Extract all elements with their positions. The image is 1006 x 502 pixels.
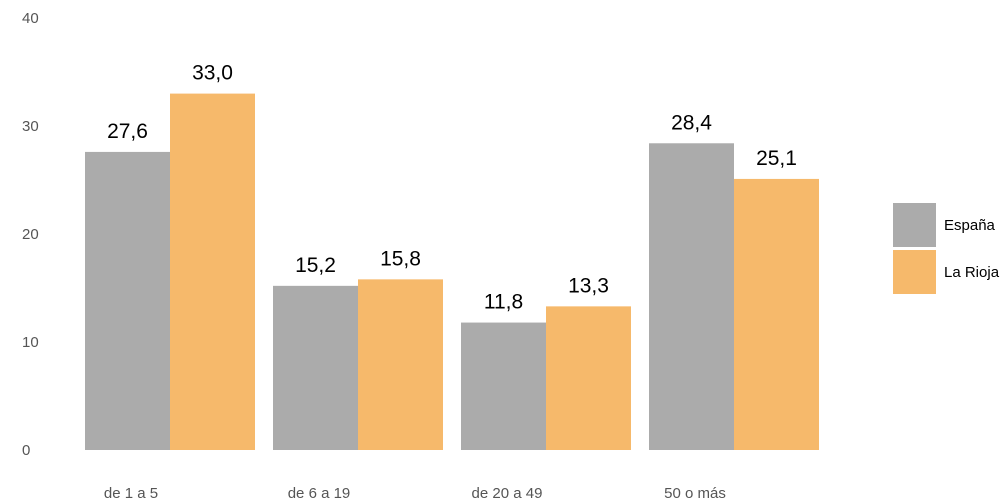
bar-espana-de-6-a-19 xyxy=(273,285,358,450)
data-label-la-rioja-de-20-a-49: 13,3 xyxy=(568,274,609,297)
data-label-espana-de-6-a-19: 15,2 xyxy=(295,254,336,277)
legend-swatch-espana xyxy=(893,203,936,247)
bar-espana-de-1-a-5 xyxy=(85,151,170,451)
y-tick-label: 30 xyxy=(22,118,39,135)
legend-swatch-la-rioja xyxy=(893,250,936,294)
y-tick-label: 10 xyxy=(22,334,39,351)
data-label-espana-de-1-a-5: 27,6 xyxy=(107,120,148,143)
y-axis: 0 10 20 30 40 xyxy=(22,10,39,459)
bar-la-rioja-de-20-a-49 xyxy=(546,306,631,450)
data-label-la-rioja-50-o-mas: 25,1 xyxy=(756,147,797,170)
legend-label-la-rioja: La Rioja xyxy=(944,263,1000,281)
legend-item-la-rioja: La Rioja xyxy=(893,249,999,295)
data-label-espana-50-o-mas: 28,4 xyxy=(671,111,712,134)
data-labels: 27,6 33,0 15,2 15,8 11,8 13,3 28,4 25,1 xyxy=(107,62,797,314)
y-tick-label: 20 xyxy=(22,226,39,243)
data-label-espana-de-20-a-49: 11,8 xyxy=(484,291,523,314)
legend-item-espana: España xyxy=(893,202,999,248)
bar-la-rioja-de-6-a-19 xyxy=(358,279,443,450)
x-tick-label-de-6-a-19: de 6 a 19 xyxy=(288,485,351,502)
legend-label-espana: España xyxy=(944,216,995,234)
data-label-la-rioja-de-6-a-19: 15,8 xyxy=(380,247,421,270)
bar-la-rioja-50-o-mas xyxy=(734,178,819,451)
x-tick-label-50-o-mas: 50 o más xyxy=(664,485,726,502)
bar-espana-50-o-mas xyxy=(649,143,734,450)
x-axis: de 1 a 5 de 6 a 19 de 20 a 49 50 o más xyxy=(104,485,726,502)
bar-espana-de-20-a-49 xyxy=(461,322,546,450)
y-tick-label: 0 xyxy=(22,442,30,459)
bar-la-rioja-de-1-a-5 xyxy=(170,93,255,450)
x-tick-label-de-20-a-49: de 20 a 49 xyxy=(472,485,543,502)
bars xyxy=(85,93,819,451)
data-label-la-rioja-de-1-a-5: 33,0 xyxy=(192,62,233,85)
y-tick-label: 40 xyxy=(22,10,39,27)
legend: España La Rioja xyxy=(893,202,999,296)
x-tick-label-de-1-a-5: de 1 a 5 xyxy=(104,485,158,502)
